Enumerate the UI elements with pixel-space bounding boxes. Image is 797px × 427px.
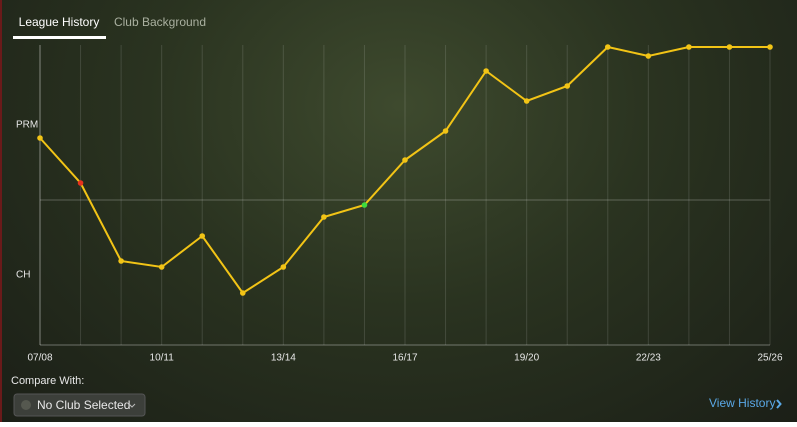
season-point bbox=[37, 135, 43, 141]
season-point bbox=[442, 128, 449, 134]
x-tick-label: 25/26 bbox=[757, 353, 782, 364]
season-point bbox=[483, 68, 489, 74]
season-point bbox=[321, 214, 327, 220]
link-chevron bbox=[776, 399, 782, 409]
season-point bbox=[118, 258, 124, 264]
x-tick-label: 19/20 bbox=[514, 353, 539, 364]
season-point bbox=[77, 180, 84, 186]
dropdown-arrow bbox=[128, 403, 136, 408]
compare-label: Compare With: bbox=[11, 375, 84, 387]
season-point bbox=[726, 44, 733, 50]
view-history-link[interactable]: View History bbox=[709, 396, 775, 410]
x-tick-label: 10/11 bbox=[150, 353, 175, 364]
x-tick-label: 13/14 bbox=[271, 353, 296, 364]
tab-underline bbox=[13, 36, 106, 39]
season-point bbox=[523, 98, 530, 104]
season-point bbox=[767, 44, 773, 50]
y-tick-label: CH bbox=[16, 270, 30, 281]
season-point bbox=[280, 264, 287, 270]
season-point bbox=[158, 264, 165, 270]
season-point bbox=[199, 233, 206, 239]
season-point bbox=[402, 157, 408, 163]
season-point bbox=[604, 44, 611, 50]
tab[interactable]: League History bbox=[19, 15, 100, 29]
dropdown[interactable] bbox=[13, 393, 146, 417]
season-point bbox=[361, 202, 368, 208]
x-tick-label: 22/23 bbox=[636, 353, 661, 364]
y-tick-label: PRM bbox=[16, 120, 38, 131]
x-tick-label: 16/17 bbox=[392, 353, 417, 364]
dropdown-icon bbox=[21, 400, 31, 410]
season-point bbox=[686, 44, 692, 50]
season-point bbox=[564, 83, 571, 89]
dropdown-text: No Club Selected bbox=[37, 398, 130, 412]
season-point bbox=[645, 53, 652, 59]
x-tick-label: 07/08 bbox=[27, 353, 52, 364]
tab[interactable]: Club Background bbox=[114, 15, 206, 29]
season-point bbox=[239, 290, 246, 296]
